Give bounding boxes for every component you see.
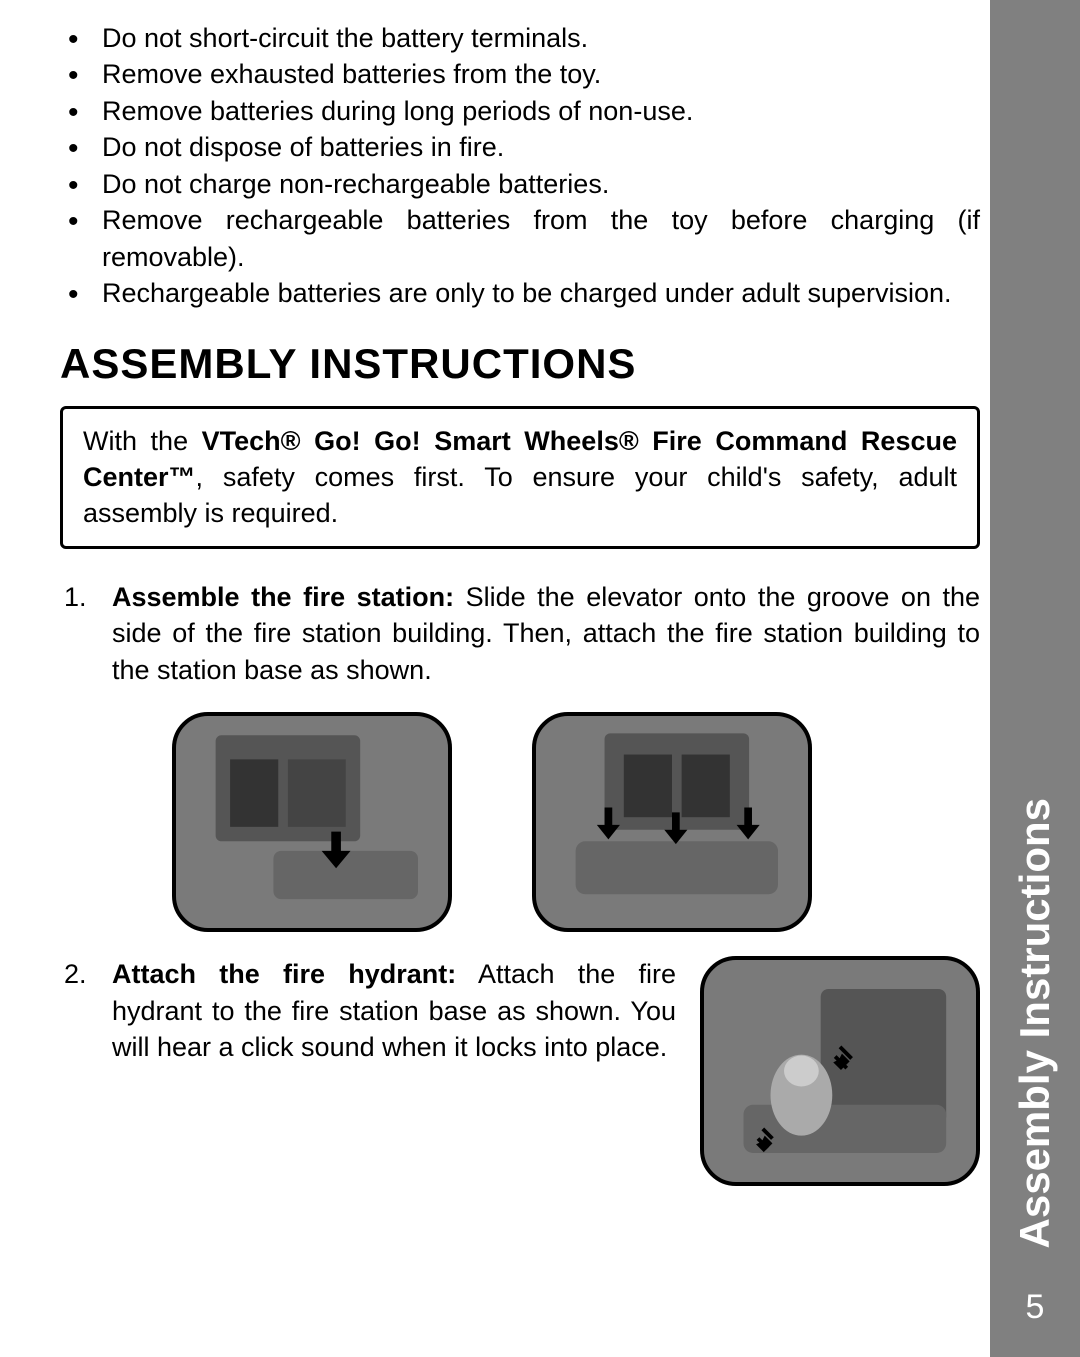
step-title: Attach the fire hydrant: — [112, 959, 456, 989]
page-number: 5 — [1026, 1288, 1045, 1327]
list-item: Do not dispose of batteries in fire. — [60, 129, 980, 165]
step-1: Assemble the fire station: Slide the ele… — [60, 579, 980, 932]
page-content: Do not short-circuit the battery termina… — [60, 20, 980, 1206]
list-item: Do not short-circuit the battery termina… — [60, 20, 980, 56]
step-1-images — [172, 712, 980, 932]
list-item: Remove batteries during long periods of … — [60, 93, 980, 129]
info-suffix: , safety comes first. To ensure your chi… — [83, 462, 957, 528]
list-item: Rechargeable batteries are only to be ch… — [60, 275, 980, 311]
list-item: Do not charge non-rechargeable batteries… — [60, 166, 980, 202]
step-2: Attach the fire hydrant: Attach the fire… — [60, 956, 980, 1186]
fire-station-assembly-1-image — [172, 712, 452, 932]
info-prefix: With the — [83, 426, 202, 456]
assembly-steps: Assemble the fire station: Slide the ele… — [60, 579, 980, 1186]
list-item: Remove exhausted batteries from the toy. — [60, 56, 980, 92]
sidebar: Assembly Instructions 5 — [990, 0, 1080, 1357]
list-item: Remove rechargeable batteries from the t… — [60, 202, 980, 275]
fire-hydrant-attach-image — [700, 956, 980, 1186]
section-heading: ASSEMBLY INSTRUCTIONS — [60, 340, 980, 388]
step-title: Assemble the fire station: — [112, 582, 454, 612]
fire-station-assembly-2-image — [532, 712, 812, 932]
sidebar-section-label: Assembly Instructions — [1011, 798, 1059, 1248]
safety-info-box: With the VTech® Go! Go! Smart Wheels® Fi… — [60, 406, 980, 549]
battery-warning-list: Do not short-circuit the battery termina… — [60, 20, 980, 312]
